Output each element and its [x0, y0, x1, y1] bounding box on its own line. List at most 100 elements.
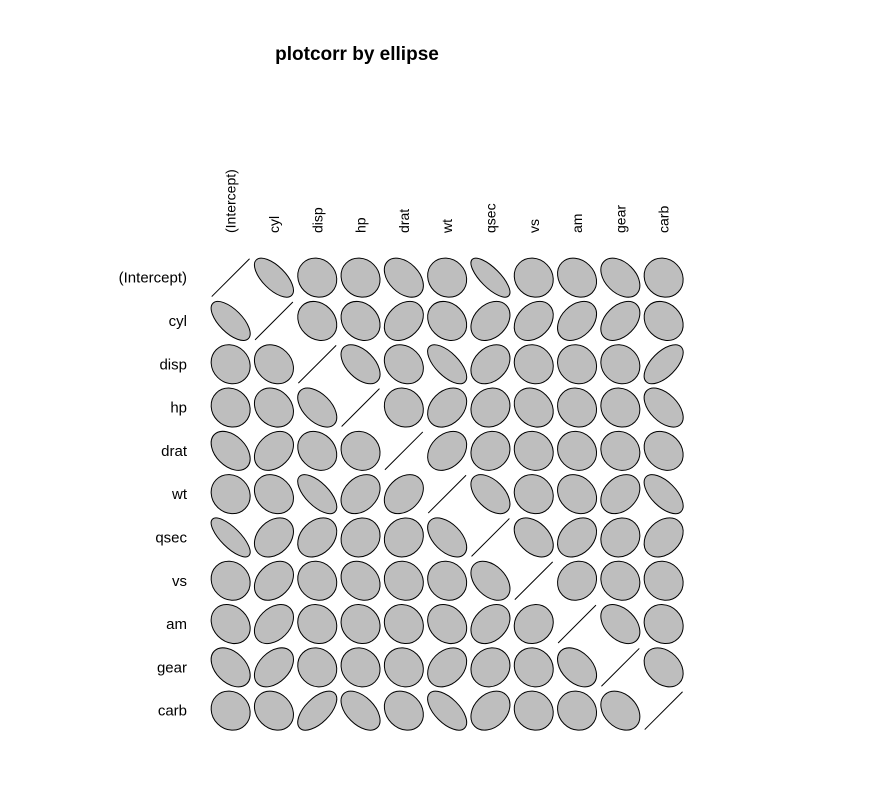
cell-ellipse-disp-intercept: [210, 344, 251, 385]
column-label-disp: disp: [309, 207, 325, 233]
cell-ellipse-hp-carb: [643, 387, 684, 428]
correlation-cells: [210, 257, 684, 731]
cell-ellipse-wt-drat: [383, 474, 424, 515]
cell-diagonal-vs: [514, 561, 554, 601]
row-label-hp: hp: [170, 400, 187, 417]
cell-ellipse-am-drat: [383, 604, 424, 645]
cell-ellipse-qsec-gear: [600, 517, 641, 558]
cell-ellipse-gear-wt: [427, 647, 468, 688]
cell-ellipse-gear-vs: [513, 647, 554, 688]
column-label-am: am: [569, 214, 585, 233]
cell-diagonal-disp: [297, 344, 337, 384]
row-labels: (Intercept) cyl disp hp drat wt qsec vs am gear ca…: [119, 270, 188, 720]
cell-ellipse-wt-hp: [340, 474, 381, 515]
cell-ellipse-cyl-intercept: [210, 300, 251, 341]
cell-ellipse-intercept-qsec: [470, 257, 511, 298]
cell-ellipse-intercept-vs: [513, 257, 554, 298]
cell-ellipse-disp-drat: [383, 344, 424, 385]
cell-ellipse-hp-vs: [513, 387, 554, 428]
cell-ellipse-disp-cyl: [253, 344, 294, 385]
cell-ellipse-hp-am: [557, 387, 598, 428]
cell-ellipse-intercept-drat: [383, 257, 424, 298]
row-label-carb: carb: [158, 703, 187, 720]
cell-ellipse-vs-gear: [600, 560, 641, 601]
row-label-gear: gear: [157, 659, 187, 676]
cell-ellipse-wt-vs: [513, 474, 554, 515]
cell-ellipse-vs-intercept: [210, 560, 251, 601]
cell-ellipse-drat-gear: [600, 430, 641, 471]
column-labels: (Intercept) cyl disp hp drat wt qsec vs am gear ca…: [223, 169, 672, 234]
cell-ellipse-carb-am: [557, 690, 598, 731]
cell-ellipse-hp-wt: [427, 387, 468, 428]
cell-ellipse-intercept-disp: [297, 257, 338, 298]
cell-ellipse-intercept-carb: [643, 257, 684, 298]
column-label-qsec: qsec: [482, 203, 498, 233]
cell-ellipse-qsec-vs: [513, 517, 554, 558]
cell-diagonal-intercept: [211, 258, 250, 297]
cell-ellipse-carb-vs: [513, 690, 554, 731]
cell-ellipse-am-qsec: [470, 604, 511, 645]
cell-ellipse-disp-wt: [427, 344, 468, 385]
cell-ellipse-drat-qsec: [470, 430, 511, 471]
cell-diagonal-drat: [384, 431, 424, 471]
cell-ellipse-gear-carb: [643, 647, 684, 688]
row-label-am: am: [166, 616, 187, 633]
cell-ellipse-qsec-wt: [427, 517, 468, 558]
cell-ellipse-gear-am: [557, 647, 598, 688]
cell-ellipse-gear-drat: [383, 647, 424, 688]
cell-ellipse-am-wt: [427, 604, 468, 645]
column-label-intercept: (Intercept): [223, 169, 239, 233]
cell-ellipse-hp-drat: [383, 387, 424, 428]
cell-ellipse-am-carb: [643, 604, 684, 645]
cell-ellipse-hp-disp: [297, 387, 338, 428]
cell-ellipse-wt-cyl: [253, 474, 294, 515]
cell-ellipse-wt-qsec: [470, 474, 511, 515]
column-label-wt: wt: [439, 219, 455, 234]
row-label-intercept: (Intercept): [119, 270, 187, 287]
cell-ellipse-qsec-intercept: [210, 517, 251, 558]
cell-ellipse-wt-gear: [600, 474, 641, 515]
cell-ellipse-cyl-am: [557, 300, 598, 341]
row-label-wt: wt: [171, 486, 188, 503]
cell-ellipse-am-intercept: [210, 604, 251, 645]
cell-ellipse-drat-cyl: [253, 430, 294, 471]
cell-ellipse-hp-intercept: [210, 387, 251, 428]
cell-ellipse-wt-intercept: [210, 474, 251, 515]
cell-ellipse-am-hp: [340, 604, 381, 645]
column-label-hp: hp: [353, 217, 369, 233]
cell-ellipse-disp-vs: [513, 344, 554, 385]
cell-ellipse-qsec-disp: [297, 517, 338, 558]
column-label-vs: vs: [526, 219, 542, 233]
cell-ellipse-hp-qsec: [470, 387, 511, 428]
column-label-gear: gear: [612, 205, 628, 233]
cell-ellipse-qsec-hp: [340, 517, 381, 558]
cell-ellipse-intercept-hp: [340, 257, 381, 298]
cell-diagonal-qsec: [471, 518, 510, 557]
cell-ellipse-intercept-am: [557, 257, 598, 298]
cell-ellipse-carb-gear: [600, 690, 641, 731]
cell-ellipse-vs-cyl: [253, 560, 294, 601]
cell-diagonal-carb: [644, 691, 683, 730]
column-label-carb: carb: [656, 206, 672, 233]
row-label-vs: vs: [172, 573, 187, 590]
cell-ellipse-gear-qsec: [470, 647, 511, 688]
cell-ellipse-qsec-carb: [643, 517, 684, 558]
cell-ellipse-cyl-vs: [513, 300, 554, 341]
cell-ellipse-drat-intercept: [210, 430, 251, 471]
chart-title: plotcorr by ellipse: [275, 44, 439, 65]
cell-ellipse-carb-hp: [340, 690, 381, 731]
cell-ellipse-gear-cyl: [253, 647, 294, 688]
cell-ellipse-vs-hp: [340, 560, 381, 601]
row-label-cyl: cyl: [169, 313, 187, 330]
cell-ellipse-cyl-disp: [297, 300, 338, 341]
cell-ellipse-intercept-cyl: [253, 257, 294, 298]
column-label-cyl: cyl: [266, 216, 282, 233]
column-label-drat: drat: [396, 209, 412, 233]
cell-ellipse-carb-intercept: [210, 690, 251, 731]
cell-ellipse-carb-cyl: [253, 690, 294, 731]
cell-ellipse-disp-qsec: [470, 344, 511, 385]
cell-ellipse-vs-qsec: [470, 560, 511, 601]
cell-ellipse-qsec-cyl: [253, 517, 294, 558]
cell-ellipse-vs-wt: [427, 560, 468, 601]
